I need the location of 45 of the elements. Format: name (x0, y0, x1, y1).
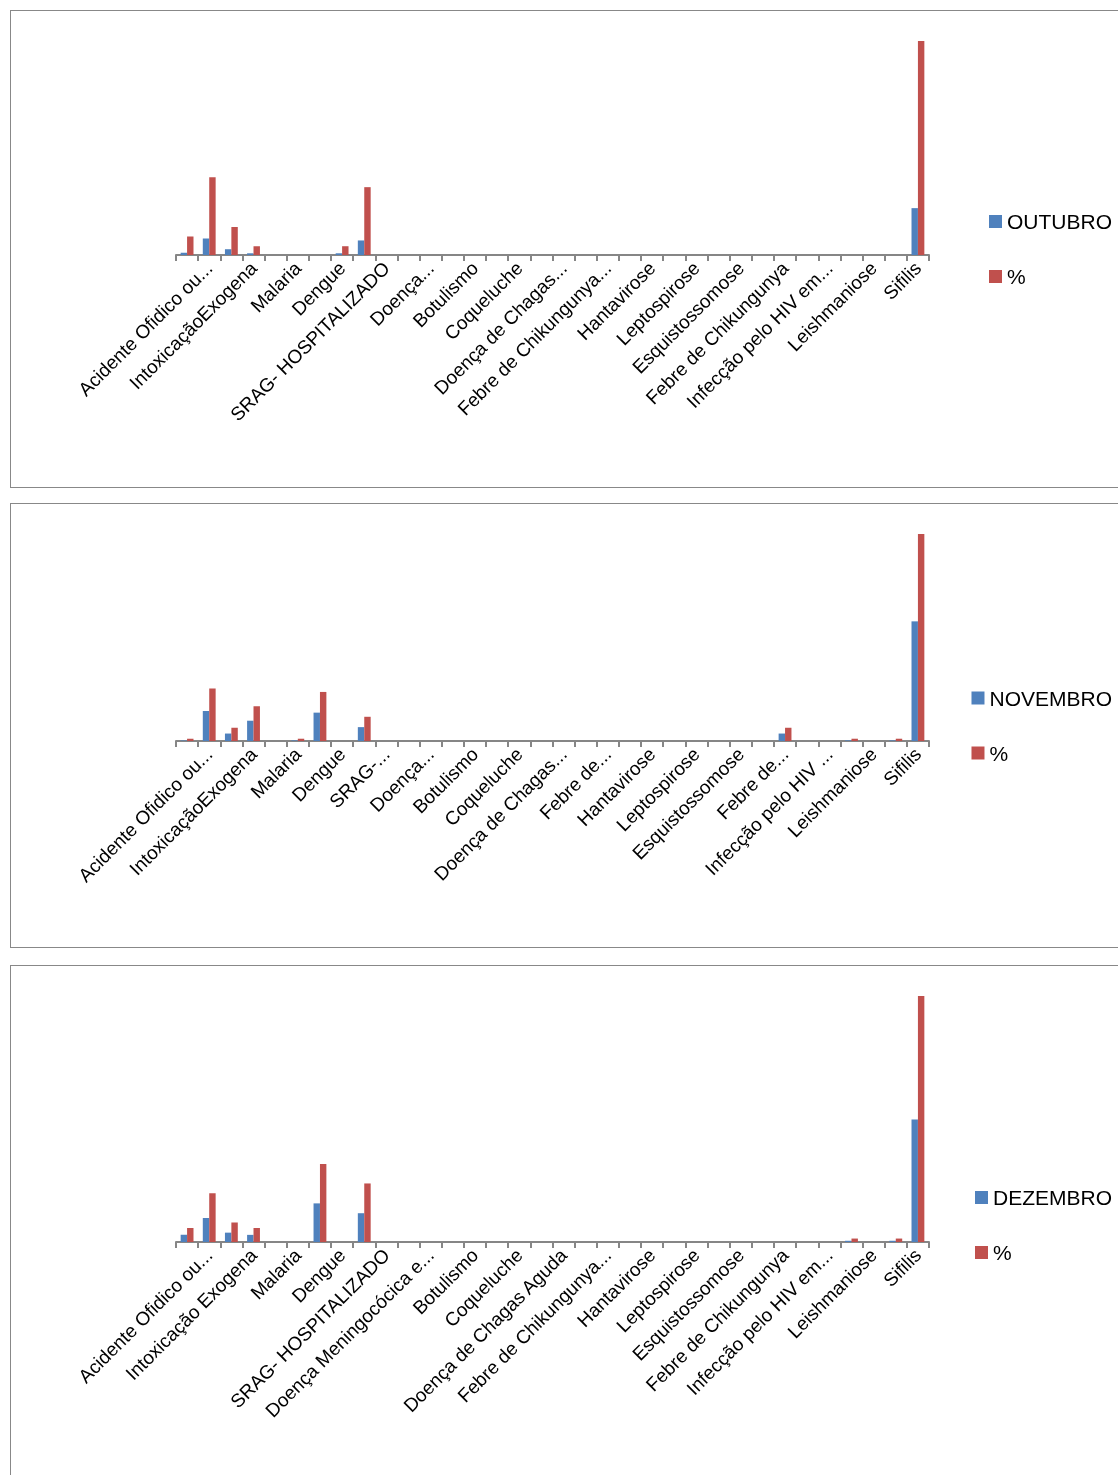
bar (851, 738, 858, 741)
bar (342, 246, 349, 255)
bar (202, 238, 210, 255)
legend-label: % (1007, 265, 1026, 288)
bar (247, 1234, 254, 1242)
bar (319, 1164, 327, 1242)
bar (202, 710, 210, 741)
bar (364, 1183, 371, 1242)
bar (357, 240, 365, 255)
legend-label: NOVEMBRO (989, 686, 1112, 710)
bar (253, 1227, 260, 1242)
legend-label: % (992, 1241, 1012, 1264)
bar (253, 706, 260, 741)
bar (180, 1234, 188, 1242)
bar (209, 688, 216, 741)
legend-label: % (989, 741, 1009, 765)
bar (364, 187, 371, 255)
bar (187, 1227, 194, 1242)
bar (319, 691, 327, 741)
bar (231, 1222, 238, 1242)
bar (917, 534, 925, 741)
bar (851, 1238, 858, 1242)
bar (911, 208, 918, 255)
bar (917, 41, 925, 255)
bar (224, 249, 232, 255)
bar (357, 727, 365, 741)
bar (911, 1119, 918, 1242)
bar (231, 727, 238, 741)
bar (209, 177, 216, 255)
bar (364, 716, 371, 741)
bar (231, 226, 238, 255)
bar (253, 246, 260, 255)
bar (313, 1203, 320, 1242)
legend-label: OUTUBRO (1007, 210, 1112, 233)
bar (224, 1232, 232, 1242)
bar (313, 712, 320, 741)
bar (209, 1193, 216, 1242)
bar (785, 727, 792, 741)
bar (247, 720, 254, 741)
bar (917, 996, 925, 1242)
bar (357, 1213, 365, 1242)
bar (187, 236, 194, 255)
bar (202, 1217, 210, 1242)
bar (911, 621, 918, 741)
legend-label: DEZEMBRO (992, 1186, 1113, 1209)
